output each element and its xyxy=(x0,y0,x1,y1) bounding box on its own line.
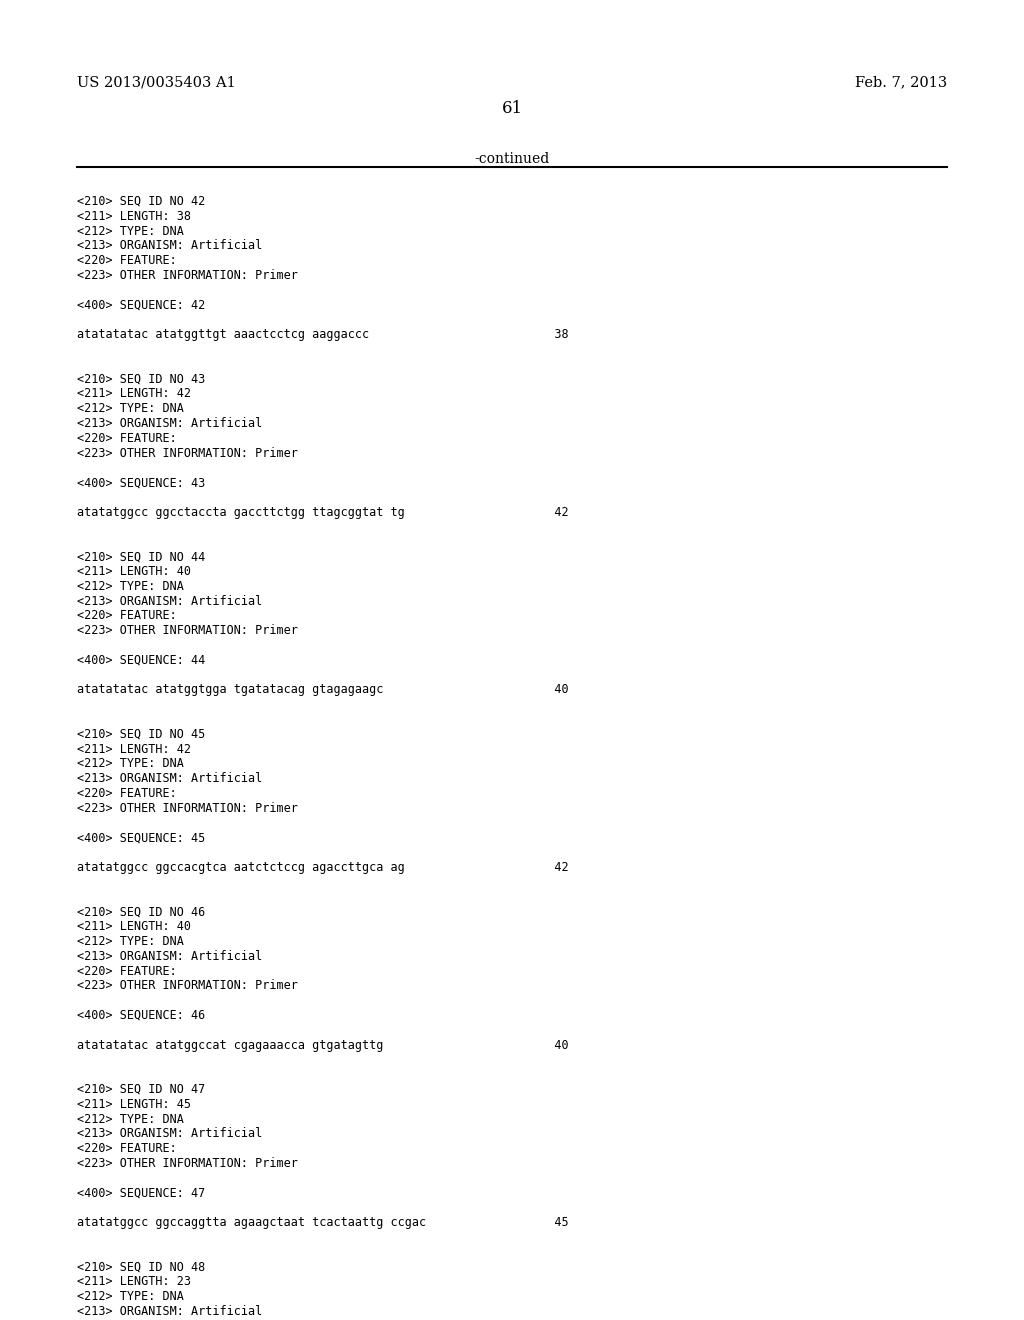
Text: <400> SEQUENCE: 46: <400> SEQUENCE: 46 xyxy=(77,1008,205,1022)
Text: <212> TYPE: DNA: <212> TYPE: DNA xyxy=(77,935,183,948)
Text: Feb. 7, 2013: Feb. 7, 2013 xyxy=(855,75,947,88)
Text: <210> SEQ ID NO 47: <210> SEQ ID NO 47 xyxy=(77,1082,205,1096)
Text: <212> TYPE: DNA: <212> TYPE: DNA xyxy=(77,224,183,238)
Text: -continued: -continued xyxy=(474,152,550,166)
Text: atatatggcc ggcctaccta gaccttctgg ttagcggtat tg                     42: atatatggcc ggcctaccta gaccttctgg ttagcgg… xyxy=(77,506,568,519)
Text: <213> ORGANISM: Artificial: <213> ORGANISM: Artificial xyxy=(77,1305,262,1317)
Text: <213> ORGANISM: Artificial: <213> ORGANISM: Artificial xyxy=(77,594,262,607)
Text: <210> SEQ ID NO 48: <210> SEQ ID NO 48 xyxy=(77,1261,205,1274)
Text: <220> FEATURE:: <220> FEATURE: xyxy=(77,787,176,800)
Text: <223> OTHER INFORMATION: Primer: <223> OTHER INFORMATION: Primer xyxy=(77,446,298,459)
Text: atatatatac atatggtgga tgatatacag gtagagaagc                        40: atatatatac atatggtgga tgatatacag gtagaga… xyxy=(77,684,568,697)
Text: <213> ORGANISM: Artificial: <213> ORGANISM: Artificial xyxy=(77,950,262,962)
Text: atatatatac atatggttgt aaactcctcg aaggaccc                          38: atatatatac atatggttgt aaactcctcg aaggacc… xyxy=(77,329,568,341)
Text: <400> SEQUENCE: 43: <400> SEQUENCE: 43 xyxy=(77,477,205,490)
Text: <213> ORGANISM: Artificial: <213> ORGANISM: Artificial xyxy=(77,417,262,430)
Text: <213> ORGANISM: Artificial: <213> ORGANISM: Artificial xyxy=(77,1127,262,1140)
Text: <211> LENGTH: 42: <211> LENGTH: 42 xyxy=(77,387,190,400)
Text: <212> TYPE: DNA: <212> TYPE: DNA xyxy=(77,1290,183,1303)
Text: 61: 61 xyxy=(502,100,522,117)
Text: atatatggcc ggccacgtca aatctctccg agaccttgca ag                     42: atatatggcc ggccacgtca aatctctccg agacctt… xyxy=(77,861,568,874)
Text: <210> SEQ ID NO 42: <210> SEQ ID NO 42 xyxy=(77,195,205,209)
Text: <220> FEATURE:: <220> FEATURE: xyxy=(77,965,176,978)
Text: atatatggcc ggccaggtta agaagctaat tcactaattg ccgac                  45: atatatggcc ggccaggtta agaagctaat tcactaa… xyxy=(77,1216,568,1229)
Text: <210> SEQ ID NO 43: <210> SEQ ID NO 43 xyxy=(77,372,205,385)
Text: <220> FEATURE:: <220> FEATURE: xyxy=(77,1142,176,1155)
Text: <211> LENGTH: 40: <211> LENGTH: 40 xyxy=(77,920,190,933)
Text: <220> FEATURE:: <220> FEATURE: xyxy=(77,432,176,445)
Text: <220> FEATURE:: <220> FEATURE: xyxy=(77,255,176,267)
Text: <223> OTHER INFORMATION: Primer: <223> OTHER INFORMATION: Primer xyxy=(77,1158,298,1170)
Text: <211> LENGTH: 45: <211> LENGTH: 45 xyxy=(77,1098,190,1111)
Text: <400> SEQUENCE: 47: <400> SEQUENCE: 47 xyxy=(77,1187,205,1200)
Text: US 2013/0035403 A1: US 2013/0035403 A1 xyxy=(77,75,236,88)
Text: atatatatac atatggccat cgagaaacca gtgatagttg                        40: atatatatac atatggccat cgagaaacca gtgatag… xyxy=(77,1039,568,1052)
Text: <223> OTHER INFORMATION: Primer: <223> OTHER INFORMATION: Primer xyxy=(77,624,298,638)
Text: <400> SEQUENCE: 44: <400> SEQUENCE: 44 xyxy=(77,653,205,667)
Text: <212> TYPE: DNA: <212> TYPE: DNA xyxy=(77,1113,183,1126)
Text: <213> ORGANISM: Artificial: <213> ORGANISM: Artificial xyxy=(77,772,262,785)
Text: <211> LENGTH: 40: <211> LENGTH: 40 xyxy=(77,565,190,578)
Text: <223> OTHER INFORMATION: Primer: <223> OTHER INFORMATION: Primer xyxy=(77,979,298,993)
Text: <211> LENGTH: 23: <211> LENGTH: 23 xyxy=(77,1275,190,1288)
Text: <220> FEATURE:: <220> FEATURE: xyxy=(77,610,176,623)
Text: <212> TYPE: DNA: <212> TYPE: DNA xyxy=(77,579,183,593)
Text: <400> SEQUENCE: 45: <400> SEQUENCE: 45 xyxy=(77,832,205,845)
Text: <210> SEQ ID NO 44: <210> SEQ ID NO 44 xyxy=(77,550,205,564)
Text: <400> SEQUENCE: 42: <400> SEQUENCE: 42 xyxy=(77,298,205,312)
Text: <223> OTHER INFORMATION: Primer: <223> OTHER INFORMATION: Primer xyxy=(77,269,298,282)
Text: <223> OTHER INFORMATION: Primer: <223> OTHER INFORMATION: Primer xyxy=(77,801,298,814)
Text: <212> TYPE: DNA: <212> TYPE: DNA xyxy=(77,758,183,771)
Text: <211> LENGTH: 38: <211> LENGTH: 38 xyxy=(77,210,190,223)
Text: <210> SEQ ID NO 46: <210> SEQ ID NO 46 xyxy=(77,906,205,919)
Text: <212> TYPE: DNA: <212> TYPE: DNA xyxy=(77,403,183,416)
Text: <213> ORGANISM: Artificial: <213> ORGANISM: Artificial xyxy=(77,239,262,252)
Text: <210> SEQ ID NO 45: <210> SEQ ID NO 45 xyxy=(77,727,205,741)
Text: <211> LENGTH: 42: <211> LENGTH: 42 xyxy=(77,743,190,755)
